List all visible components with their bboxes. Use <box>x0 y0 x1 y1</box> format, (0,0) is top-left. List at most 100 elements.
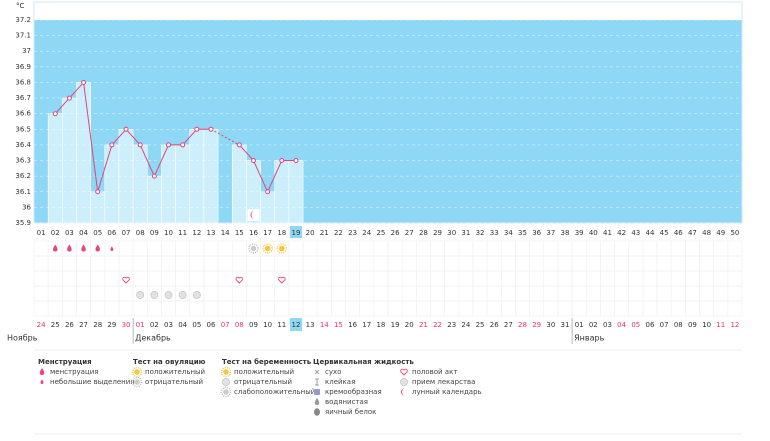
date-label: 01 <box>575 321 584 329</box>
symbol-cell <box>316 240 332 257</box>
symbol-cell <box>628 285 644 302</box>
symbol-cell <box>713 240 729 257</box>
y-tick-label: 36.1 <box>15 188 31 196</box>
symbol-cell <box>161 270 176 287</box>
symbol-cell <box>670 255 686 272</box>
symbol-cell <box>33 300 49 317</box>
date-label: 30 <box>546 321 555 329</box>
temp-point <box>279 158 285 164</box>
symbol-cell <box>359 300 375 317</box>
date-label: 28 <box>93 321 102 329</box>
today-highlight <box>289 226 303 238</box>
symbol-cell <box>47 285 63 302</box>
symbol-cell <box>416 285 431 302</box>
x-tick-label: 24 <box>362 229 371 237</box>
y-tick-label: 36.8 <box>15 78 31 86</box>
x-tick-label: 01 <box>37 229 46 237</box>
temp-point <box>265 189 271 195</box>
x-tick-label: 26 <box>391 229 400 237</box>
x-tick-label: 33 <box>490 229 499 237</box>
legend-label: кремообразная <box>325 388 382 396</box>
x-tick-label: 46 <box>674 229 683 237</box>
date-label: 04 <box>178 321 187 329</box>
symbol-cell <box>472 255 488 272</box>
symbol-cell <box>685 255 700 272</box>
symbol-cell <box>387 240 403 257</box>
sun-rays <box>220 386 232 398</box>
date-label: 27 <box>504 321 513 329</box>
x-tick-label: 21 <box>320 229 329 237</box>
symbol-cell <box>430 255 445 272</box>
symbol-cell <box>217 255 233 272</box>
symbol-cell <box>302 285 318 302</box>
date-label: 09 <box>249 321 258 329</box>
symbol-cell <box>387 285 403 302</box>
symbol-cell <box>571 270 587 287</box>
symbol-cell <box>713 300 729 317</box>
temp-point <box>208 126 214 132</box>
month-label: Январь <box>574 334 604 343</box>
date-label: 19 <box>391 321 400 329</box>
symbol-cell <box>401 300 417 317</box>
symbol-cell <box>189 255 205 272</box>
symbol-cell <box>288 270 304 287</box>
symbol-cell <box>642 240 658 257</box>
symbol-cell <box>274 285 290 302</box>
date-label: 11 <box>277 321 286 329</box>
symbol-cell <box>373 255 389 272</box>
symbol-cell <box>175 300 191 317</box>
heart-icon <box>122 276 130 284</box>
symbol-cell <box>699 270 714 287</box>
x-tick-label: 44 <box>645 229 654 237</box>
x-tick-label: 31 <box>461 229 470 237</box>
heart-icon <box>278 276 286 284</box>
heart-icon <box>400 368 408 376</box>
x-tick-label: 07 <box>122 229 131 237</box>
symbol-cell <box>571 255 587 272</box>
symbol-cell <box>203 300 219 317</box>
symbol-cell <box>571 285 587 302</box>
heart-icon <box>235 276 244 284</box>
sun-rays <box>131 376 143 388</box>
date-label: 26 <box>65 321 74 329</box>
symbol-cell <box>387 255 403 272</box>
y-tick-label: 36.5 <box>15 125 31 133</box>
legend-title: Менструация <box>38 358 92 366</box>
legend-label: лунный календарь <box>412 388 482 396</box>
sun-icon <box>264 245 271 252</box>
symbol-cell <box>529 300 545 317</box>
date-label: 12 <box>291 321 300 329</box>
symbol-cell <box>260 300 276 317</box>
sun-icon <box>134 369 140 375</box>
symbol-cell <box>359 240 375 257</box>
symbol-cell <box>217 270 233 287</box>
y-tick-label: 36.9 <box>15 63 31 71</box>
temp-point <box>123 126 129 132</box>
symbol-cell <box>628 240 644 257</box>
symbol-cell <box>515 255 530 272</box>
symbol-cell <box>416 255 431 272</box>
symbol-cell <box>543 255 559 272</box>
symbol-cell <box>260 270 276 287</box>
date-label: 15 <box>334 321 343 329</box>
symbol-cell <box>345 240 360 257</box>
temp-bar <box>104 144 120 224</box>
symbol-cell <box>373 300 389 317</box>
legend-label: прием лекарства <box>412 378 475 386</box>
legend-label: яичный белок <box>325 408 376 416</box>
symbol-cell <box>132 255 148 272</box>
symbol-cell <box>585 270 601 287</box>
y-tick-label: 36 <box>22 203 31 211</box>
symbol-cell <box>416 240 431 257</box>
symbol-cell <box>246 285 261 302</box>
symbol-cell <box>699 300 714 317</box>
symbol-cell <box>444 240 460 257</box>
symbol-cell <box>132 300 148 317</box>
temp-bar <box>47 113 63 224</box>
moon-icon <box>250 211 255 219</box>
temp-point <box>137 142 143 148</box>
symbol-cell <box>458 240 474 257</box>
symbol-cell <box>444 285 460 302</box>
x-tick-label: 22 <box>334 229 343 237</box>
x-tick-label: 17 <box>263 229 272 237</box>
